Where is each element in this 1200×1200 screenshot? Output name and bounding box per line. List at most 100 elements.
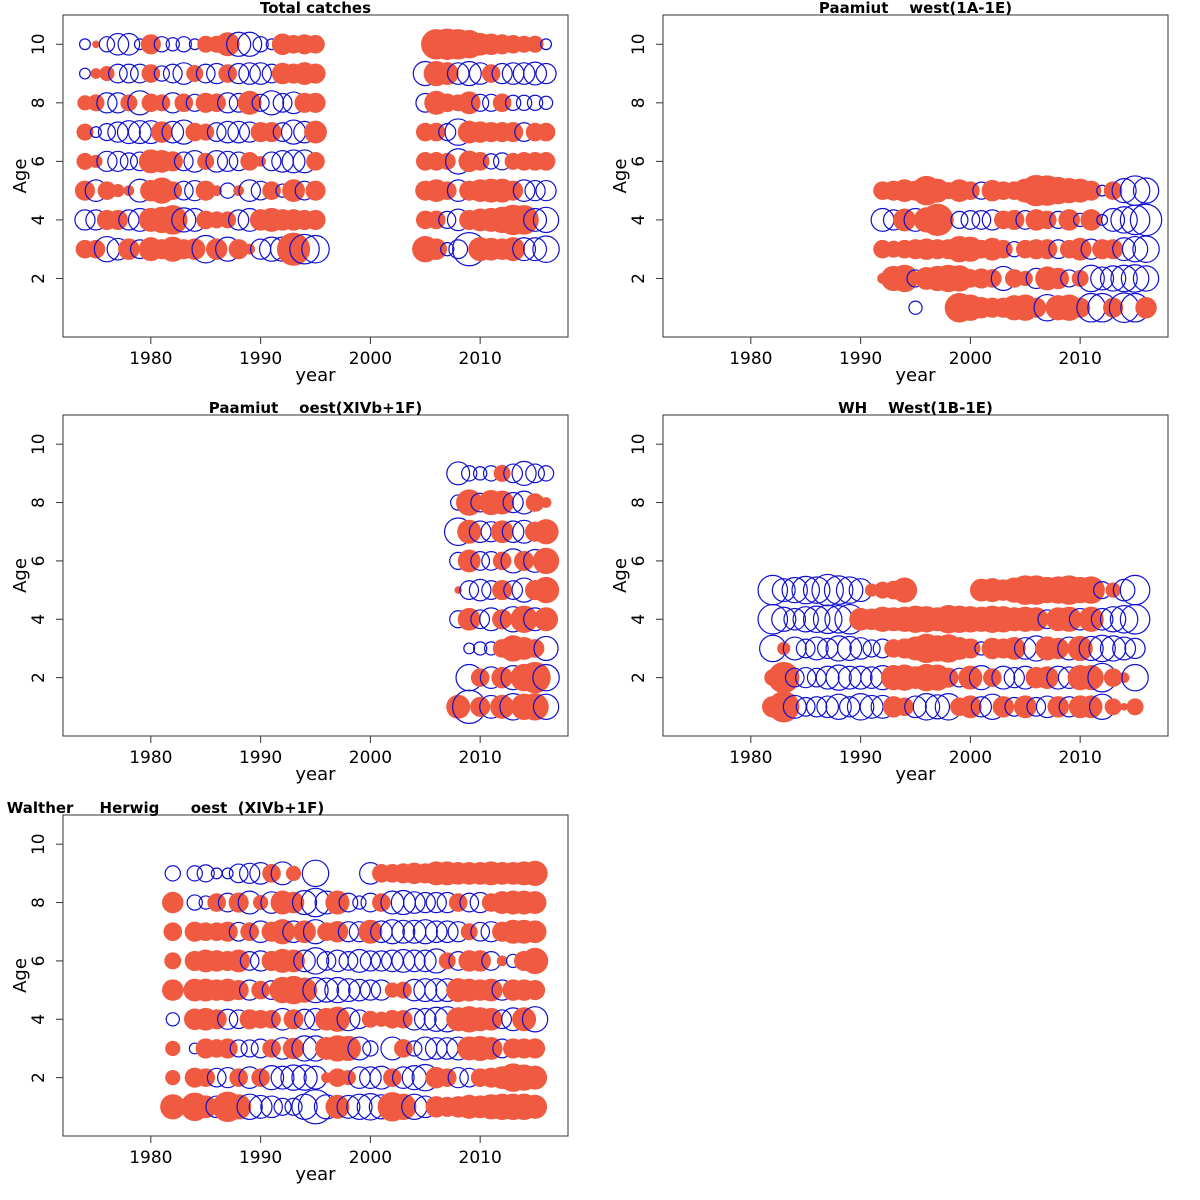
bubble-positive: [1047, 267, 1069, 290]
x-tick-label: 2000: [949, 349, 992, 369]
x-tick-label: 1980: [729, 349, 772, 369]
bubble-negative: [823, 575, 854, 605]
bubble-positive: [291, 977, 318, 1003]
bubble-positive: [183, 238, 206, 260]
bubble-positive: [251, 980, 270, 1000]
bubble-positive: [1013, 695, 1037, 719]
y-axis-title: Age: [610, 159, 631, 194]
x-tick-label: 1980: [729, 748, 772, 768]
bubble-positive: [164, 952, 182, 970]
bubble-negative: [757, 603, 789, 635]
bubble-negative: [316, 950, 337, 971]
bubble-positive: [961, 181, 980, 200]
y-tick-label: 10: [29, 33, 49, 55]
bubble-negative: [468, 578, 492, 602]
bubble-positive: [503, 122, 524, 143]
bubble-negative: [523, 207, 548, 232]
bubble-positive: [305, 92, 326, 113]
x-tick-label: 1990: [239, 748, 282, 768]
bubble-positive: [921, 203, 954, 237]
y-tick-label: 4: [629, 214, 649, 225]
bubble-negative: [538, 95, 554, 111]
bubble-negative: [196, 864, 215, 883]
bubble-negative: [438, 122, 457, 142]
bubble-negative: [438, 210, 457, 230]
bubble-positive: [534, 607, 559, 632]
bubble-negative: [1109, 604, 1139, 634]
bubble-negative: [470, 921, 491, 942]
bubble-positive: [107, 209, 128, 230]
bubble-positive: [1068, 237, 1092, 261]
bubble-layer: [870, 174, 1163, 324]
bubble-positive: [492, 609, 513, 630]
bubble-positive: [481, 64, 501, 83]
bubble-positive: [456, 489, 483, 516]
panel-2: Paamiut west(1A-1E) 1980 1990 2000 2010 2 4 6 8 1…: [610, 0, 1169, 386]
x-tick-label: 1980: [129, 1148, 172, 1168]
bubble-negative: [116, 120, 141, 145]
bubble-negative: [352, 895, 367, 910]
x-tick-label: 1980: [129, 748, 172, 768]
bubble-positive: [305, 180, 326, 201]
bubble-negative: [284, 1097, 303, 1116]
bubble-positive: [1037, 210, 1057, 230]
bubble-negative: [524, 179, 546, 202]
bubble-negative: [1090, 266, 1115, 291]
bubble-negative: [512, 62, 536, 85]
bubble-negative: [526, 94, 544, 112]
bubble-negative: [291, 1064, 318, 1091]
bubble-negative: [238, 179, 261, 202]
bubble-negative: [1078, 635, 1104, 662]
bubble-negative: [171, 207, 197, 233]
x-tick-label: 1990: [839, 349, 882, 369]
bubble-positive: [251, 1068, 270, 1087]
bubble-positive: [958, 665, 983, 690]
bubble-negative: [849, 637, 872, 660]
bubble-positive: [1017, 270, 1033, 287]
bubble-negative: [74, 209, 96, 231]
bubble-positive: [90, 68, 102, 79]
bubble-positive: [1071, 269, 1089, 287]
bubble-negative: [904, 695, 927, 719]
bubble-positive: [306, 34, 325, 54]
bubble-negative: [1119, 603, 1151, 635]
bubble-negative: [532, 206, 560, 234]
bubble-negative: [119, 152, 138, 171]
bubble-negative: [261, 151, 282, 172]
bubble-negative: [791, 575, 821, 605]
bubble-positive: [283, 1009, 304, 1030]
bubble-negative: [782, 636, 807, 661]
bubble-positive: [76, 123, 94, 141]
bubble-negative: [795, 696, 816, 717]
bubble-negative: [117, 32, 141, 56]
bubble-negative: [446, 461, 471, 486]
y-tick-label: 2: [29, 273, 49, 284]
bubble-negative: [535, 62, 557, 85]
bubble-negative: [532, 663, 560, 692]
bubble-positive: [1080, 209, 1102, 231]
plot-frame: [662, 414, 1169, 737]
bubble-positive: [293, 920, 316, 944]
bubble-negative: [106, 32, 130, 56]
bubble-negative: [336, 1007, 361, 1032]
bubble-negative: [447, 1066, 469, 1089]
y-axis-title: Age: [10, 958, 31, 993]
bubble-negative: [89, 126, 102, 139]
bubble-positive: [457, 549, 481, 573]
bubble-negative: [470, 609, 491, 630]
y-tick-label: 6: [629, 156, 649, 167]
bubble-positive: [521, 693, 549, 721]
bubble-negative: [324, 976, 351, 1004]
bubble-positive: [228, 980, 249, 1001]
panel-4: WH West(1B-1E) 1980 1990 2000 2010 2 4 6 8 10 year…: [610, 399, 1169, 785]
bubble-negative: [912, 693, 941, 721]
bubble-negative: [402, 891, 426, 914]
bubble-positive: [536, 152, 556, 171]
bubble-negative: [402, 1007, 426, 1031]
bubble-negative: [205, 150, 229, 173]
bubble-negative: [991, 665, 1016, 690]
bubble-negative: [1090, 607, 1114, 631]
bubble-positive: [1037, 239, 1058, 260]
bubble-negative: [359, 950, 382, 972]
bubble-negative: [412, 919, 438, 945]
